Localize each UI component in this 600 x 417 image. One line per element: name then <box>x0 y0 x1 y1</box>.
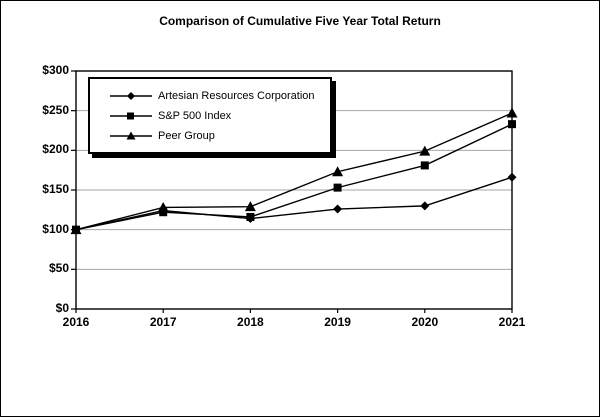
x-tick-label: 2021 <box>498 315 526 329</box>
legend-item-peer-group: Peer Group <box>108 126 330 146</box>
x-tick-label: 2017 <box>149 315 177 329</box>
legend-label: Peer Group <box>158 130 215 142</box>
square-marker-icon <box>110 112 152 120</box>
x-tick-label: 2020 <box>411 315 439 329</box>
x-tick-label: 2018 <box>237 315 264 329</box>
diamond-marker-icon <box>110 92 152 100</box>
legend-item-sp500: S&P 500 Index <box>108 106 330 126</box>
y-tick-label: $100 <box>42 221 69 236</box>
triangle-marker-icon <box>110 131 152 140</box>
x-tick-label: 2019 <box>324 315 351 329</box>
legend-label: S&P 500 Index <box>158 110 232 122</box>
chart-title: Comparison of Cumulative Five Year Total… <box>159 14 441 28</box>
chart-legend: Artesian Resources Corporation S&P 500 I… <box>88 77 332 154</box>
x-tick-label: 2016 <box>62 315 90 329</box>
y-tick-label: $200 <box>42 142 69 157</box>
y-tick-label: $0 <box>55 301 69 315</box>
y-tick-label: $300 <box>42 63 69 77</box>
y-tick-label: $150 <box>42 182 69 196</box>
y-tick-label: $50 <box>48 261 69 276</box>
legend-item-artesian: Artesian Resources Corporation <box>108 86 330 106</box>
y-tick-label: $250 <box>42 102 69 117</box>
legend-label: Artesian Resources Corporation <box>158 90 315 102</box>
